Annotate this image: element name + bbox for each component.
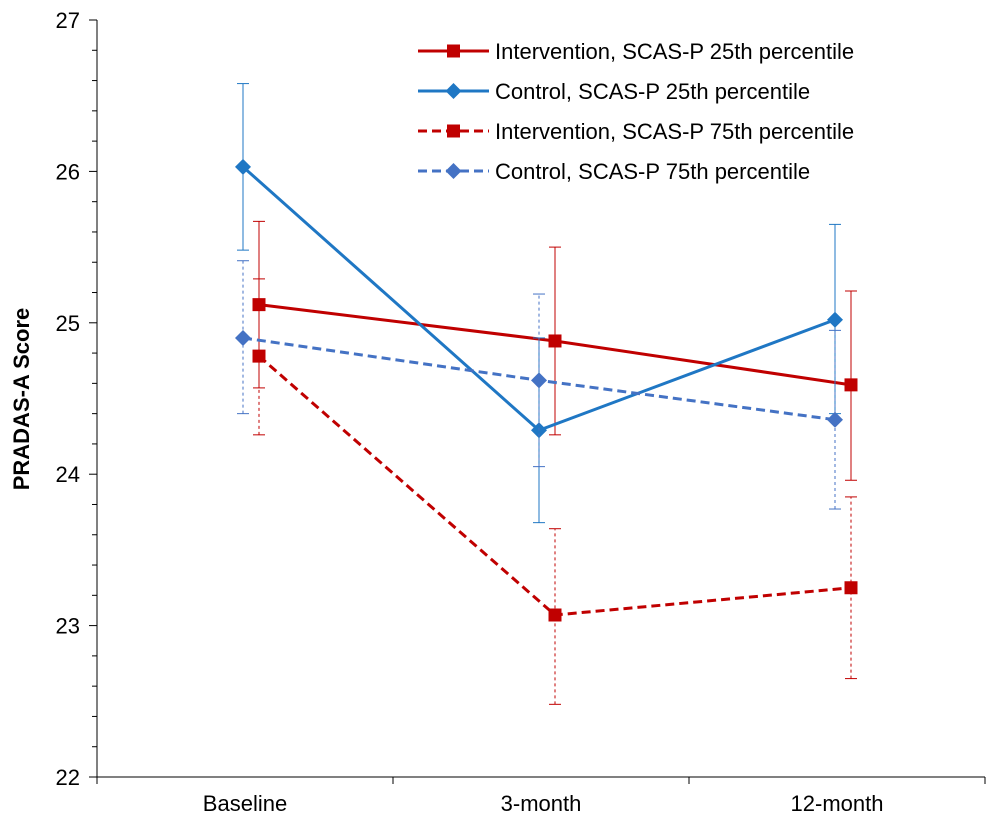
y-tick-label: 23 xyxy=(56,614,80,639)
data-point xyxy=(531,372,547,389)
x-tick-label: 3-month xyxy=(501,791,582,816)
legend-swatch-marker xyxy=(447,44,460,58)
legend-swatch-marker xyxy=(445,163,462,179)
data-point xyxy=(235,329,251,346)
legend-item: Intervention, SCAS-P 25th percentile xyxy=(418,39,854,64)
axes: 22 23 24 25 26 27 Baseline 3-month 12-month xyxy=(56,8,986,816)
data-point xyxy=(235,158,251,175)
legend-label: Intervention, SCAS-P 25th percentile xyxy=(495,39,854,64)
y-tick-label: 26 xyxy=(56,159,80,184)
legend-swatch-marker xyxy=(447,124,460,138)
data-point xyxy=(548,334,562,348)
series-4 xyxy=(235,260,843,510)
series-1 xyxy=(252,220,858,481)
x-tick-label: 12-month xyxy=(791,791,884,816)
legend-label: Control, SCAS-P 75th percentile xyxy=(495,159,810,184)
legend-label: Intervention, SCAS-P 75th percentile xyxy=(495,119,854,144)
legend-item: Intervention, SCAS-P 75th percentile xyxy=(418,119,854,144)
legend-item: Control, SCAS-P 25th percentile xyxy=(418,79,810,104)
x-tick-label: Baseline xyxy=(203,791,287,816)
series-layer xyxy=(235,83,858,705)
legend: Intervention, SCAS-P 25th percentile Cont… xyxy=(418,39,854,184)
y-tick-label: 22 xyxy=(56,765,80,790)
legend-swatch-marker xyxy=(445,83,462,99)
legend-item: Control, SCAS-P 75th percentile xyxy=(418,159,810,184)
series-3 xyxy=(252,278,858,705)
data-point xyxy=(827,311,843,328)
data-point xyxy=(844,378,858,392)
y-tick-label: 24 xyxy=(56,462,80,487)
y-tick-label: 25 xyxy=(56,311,80,336)
data-point xyxy=(844,581,858,595)
y-tick-label: 27 xyxy=(56,8,80,33)
data-point xyxy=(252,298,266,312)
y-axis-title: PRADAS-A Score xyxy=(9,308,34,491)
data-point xyxy=(548,608,562,622)
data-point xyxy=(827,411,843,428)
data-point xyxy=(252,349,266,363)
legend-label: Control, SCAS-P 25th percentile xyxy=(495,79,810,104)
